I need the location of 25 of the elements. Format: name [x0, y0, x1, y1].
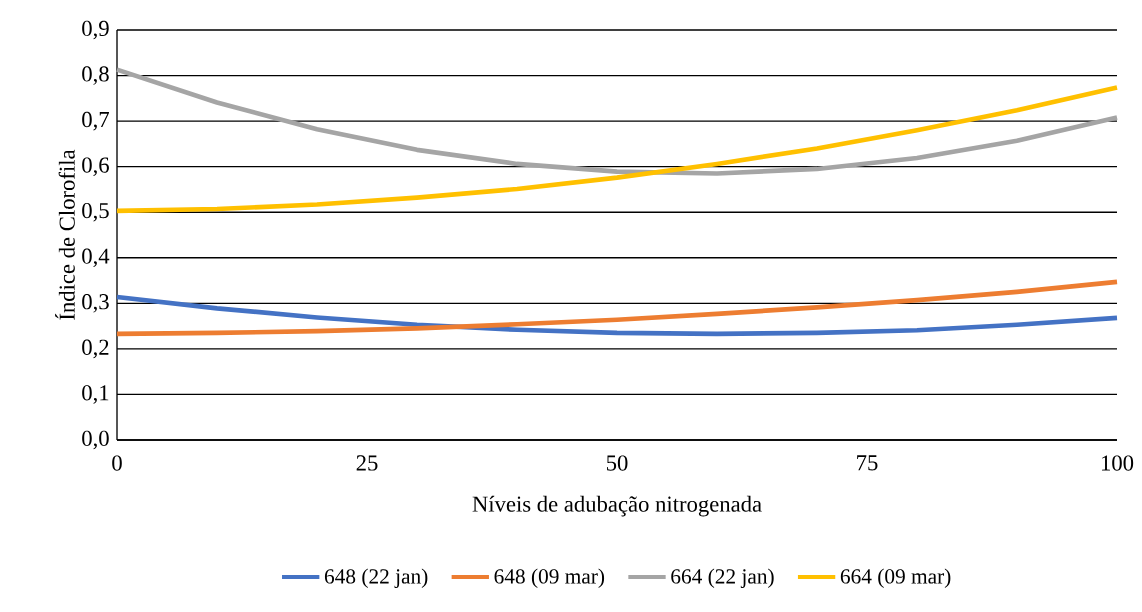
legend-label: 664 (09 mar) — [840, 568, 951, 588]
x-axis-title: Níveis de adubação nitrogenada — [472, 495, 762, 517]
y-tick-label: 0,8 — [82, 66, 109, 85]
y-tick-label: 0,2 — [82, 339, 109, 359]
x-tick-label: 25 — [356, 455, 378, 471]
legend-label: 648 (22 jan) — [324, 568, 428, 588]
x-tick-label: 100 — [1101, 455, 1134, 471]
y-tick-label: 0,3 — [82, 294, 109, 313]
y-tick-label: 0,5 — [82, 202, 109, 222]
x-tick-label: 75 — [857, 455, 878, 471]
x-tick-label: 50 — [606, 455, 628, 471]
line-series — [114, 85, 1120, 214]
line-series — [114, 279, 1120, 337]
x-tick-label: 0 — [112, 455, 122, 471]
y-tick-label: 0,9 — [82, 20, 109, 40]
y-tick-label: 0,1 — [82, 385, 109, 404]
y-axis-title: Índice de Clorofila — [55, 149, 75, 320]
y-tick-label: 0,7 — [82, 111, 109, 131]
y-tick-label: 0,4 — [82, 248, 110, 268]
y-tick-label: 0,6 — [82, 157, 109, 176]
line-series — [114, 67, 1120, 176]
y-tick-label: 0,0 — [82, 430, 109, 450]
line-series — [114, 294, 1120, 337]
legend-label: 664 (22 jan) — [671, 568, 774, 588]
legend-label: 648 (09 mar) — [494, 568, 605, 588]
